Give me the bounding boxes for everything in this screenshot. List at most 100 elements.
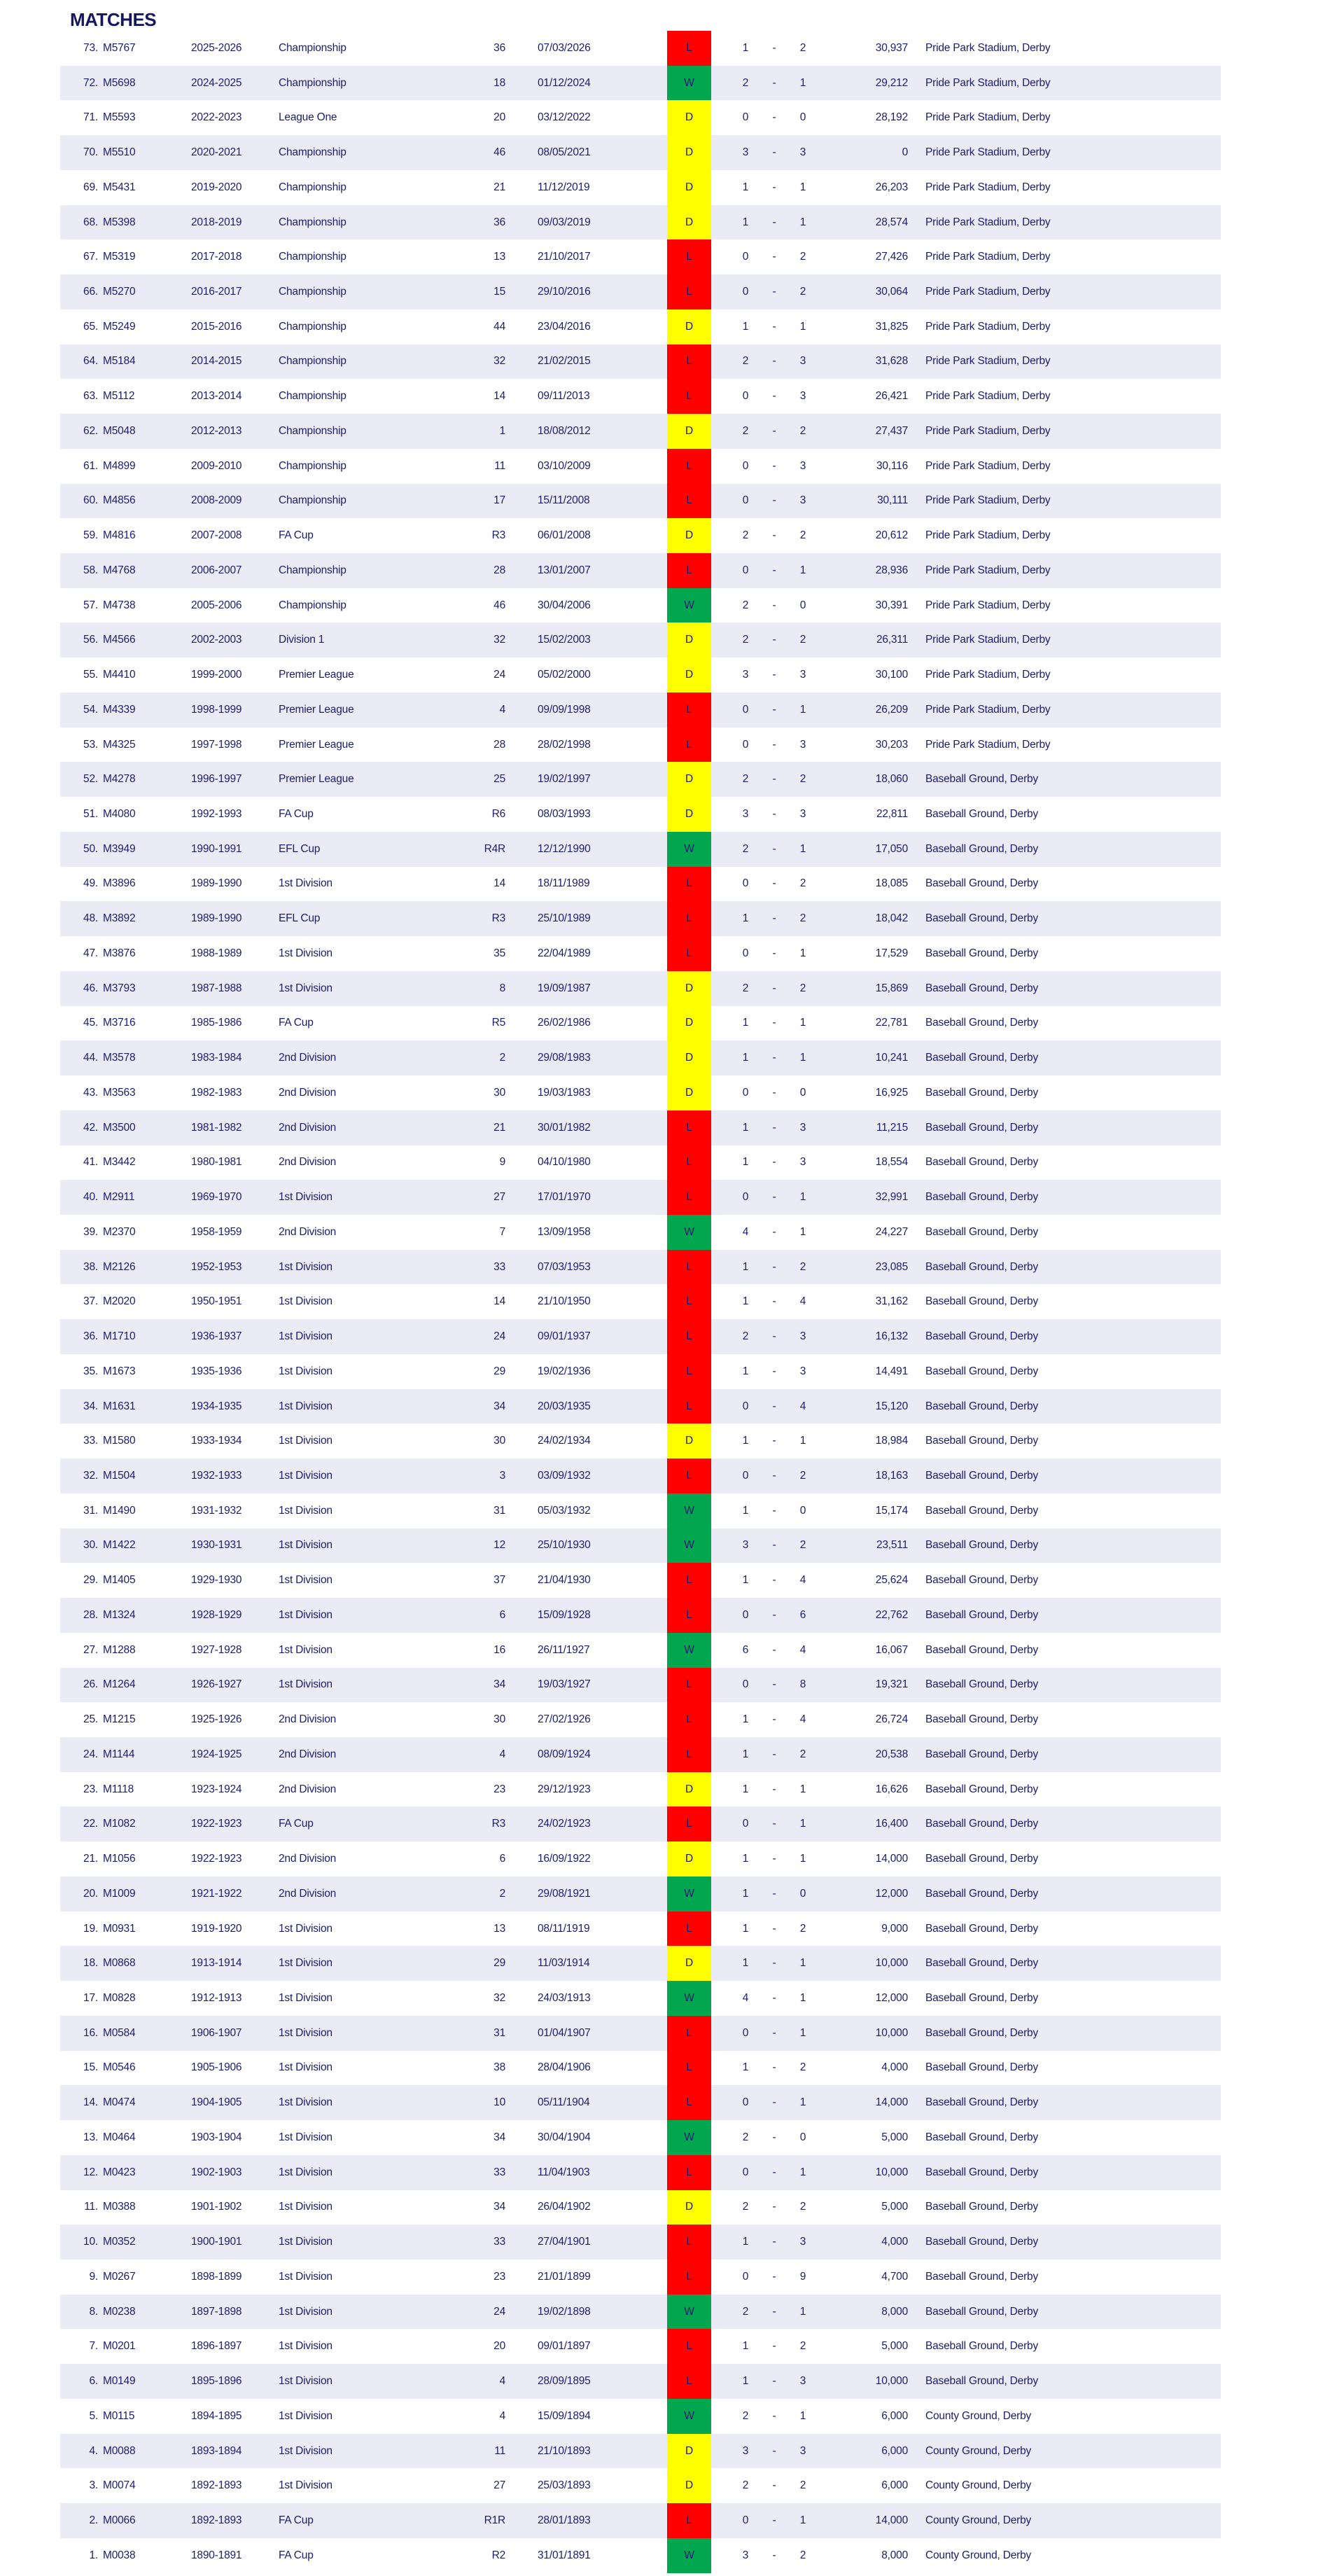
match-date: 06/01/2008 bbox=[538, 529, 591, 542]
match-row[interactable]: 10. M0352 1900-1901 1st Division 33 27/0… bbox=[60, 2225, 1221, 2260]
match-row[interactable]: 55. M4410 1999-2000 Premier League 24 05… bbox=[60, 657, 1221, 692]
match-competition: Championship bbox=[279, 599, 346, 611]
match-result-badge: L bbox=[667, 2225, 711, 2260]
match-row[interactable]: 30. M1422 1930-1931 1st Division 12 25/1… bbox=[60, 1528, 1221, 1564]
match-competition: FA Cup bbox=[279, 529, 314, 542]
match-row[interactable]: 29. M1405 1929-1930 1st Division 37 21/0… bbox=[60, 1563, 1221, 1599]
match-row[interactable]: 16. M0584 1906-1907 1st Division 31 01/0… bbox=[60, 2015, 1221, 2051]
match-row[interactable]: 19. M0931 1919-1920 1st Division 13 08/1… bbox=[60, 1911, 1221, 1947]
match-row[interactable]: 46. M3793 1987-1988 1st Division 8 19/09… bbox=[60, 970, 1221, 1006]
match-row[interactable]: 7. M0201 1896-1897 1st Division 20 09/01… bbox=[60, 2329, 1221, 2365]
match-row[interactable]: 62. M5048 2012-2013 Championship 1 18/08… bbox=[60, 414, 1221, 449]
match-row[interactable]: 64. M5184 2014-2015 Championship 32 21/0… bbox=[60, 344, 1221, 380]
match-date: 20/03/1935 bbox=[538, 1400, 591, 1412]
match-row[interactable]: 25. M1215 1925-1926 2nd Division 30 27/0… bbox=[60, 1702, 1221, 1737]
match-date: 29/08/1921 bbox=[538, 1887, 591, 1900]
match-row[interactable]: 43. M3563 1982-1983 2nd Division 30 19/0… bbox=[60, 1075, 1221, 1111]
match-row[interactable]: 36. M1710 1936-1937 1st Division 24 09/0… bbox=[60, 1319, 1221, 1354]
match-row[interactable]: 45. M3716 1985-1986 FA Cup R5 26/02/1986… bbox=[60, 1005, 1221, 1041]
match-row[interactable]: 37. M2020 1950-1951 1st Division 14 21/1… bbox=[60, 1284, 1221, 1320]
match-row[interactable]: 21. M1056 1922-1923 2nd Division 6 16/09… bbox=[60, 1842, 1221, 1877]
match-row[interactable]: 49. M3896 1989-1990 1st Division 14 18/1… bbox=[60, 866, 1221, 902]
match-row[interactable]: 61. M4899 2009-2010 Championship 11 03/1… bbox=[60, 448, 1221, 484]
match-row[interactable]: 41. M3442 1980-1981 2nd Division 9 04/10… bbox=[60, 1145, 1221, 1181]
match-row[interactable]: 70. M5510 2020-2021 Championship 46 08/0… bbox=[60, 135, 1221, 170]
match-competition: Championship bbox=[279, 390, 346, 403]
match-row[interactable]: 34. M1631 1934-1935 1st Division 34 20/0… bbox=[60, 1388, 1221, 1424]
match-row[interactable]: 27. M1288 1927-1928 1st Division 16 26/1… bbox=[60, 1632, 1221, 1668]
match-season: 1982-1983 bbox=[191, 1086, 242, 1099]
match-id: M1009 bbox=[103, 1887, 136, 1900]
match-row[interactable]: 65. M5249 2015-2016 Championship 44 23/0… bbox=[60, 309, 1221, 344]
match-row[interactable]: 58. M4768 2006-2007 Championship 28 13/0… bbox=[60, 553, 1221, 588]
match-venue: Baseball Ground, Derby bbox=[925, 2131, 1039, 2143]
match-away-score: 1 bbox=[799, 2409, 806, 2422]
match-number: 70. bbox=[83, 146, 98, 159]
match-row[interactable]: 18. M0868 1913-1914 1st Division 29 11/0… bbox=[60, 1946, 1221, 1982]
match-season: 2008-2009 bbox=[191, 494, 242, 507]
match-competition: Championship bbox=[279, 320, 346, 333]
match-row[interactable]: 42. M3500 1981-1982 2nd Division 21 30/0… bbox=[60, 1110, 1221, 1146]
match-row[interactable]: 9. M0267 1898-1899 1st Division 23 21/01… bbox=[60, 2260, 1221, 2295]
match-row[interactable]: 15. M0546 1905-1906 1st Division 38 28/0… bbox=[60, 2050, 1221, 2086]
match-row[interactable]: 24. M1144 1924-1925 2nd Division 4 08/09… bbox=[60, 1736, 1221, 1772]
match-row[interactable]: 12. M0423 1902-1903 1st Division 33 11/0… bbox=[60, 2154, 1221, 2190]
match-season: 2014-2015 bbox=[191, 355, 242, 368]
match-row[interactable]: 5. M0115 1894-1895 1st Division 4 15/09/… bbox=[60, 2398, 1221, 2434]
match-row[interactable]: 72. M5698 2024-2025 Championship 18 01/1… bbox=[60, 65, 1221, 101]
match-result-badge: D bbox=[667, 1842, 711, 1877]
match-competition: 1st Division bbox=[279, 2479, 332, 2492]
match-row[interactable]: 6. M0149 1895-1896 1st Division 4 28/09/… bbox=[60, 2364, 1221, 2399]
match-row[interactable]: 48. M3892 1989-1990 EFL Cup R3 25/10/198… bbox=[60, 901, 1221, 937]
match-row[interactable]: 47. M3876 1988-1989 1st Division 35 22/0… bbox=[60, 936, 1221, 971]
match-row[interactable]: 22. M1082 1922-1923 FA Cup R3 24/02/1923… bbox=[60, 1806, 1221, 1842]
match-row[interactable]: 44. M3578 1983-1984 2nd Division 2 29/08… bbox=[60, 1040, 1221, 1076]
match-row[interactable]: 69. M5431 2019-2020 Championship 21 11/1… bbox=[60, 169, 1221, 205]
match-row[interactable]: 4. M0088 1893-1894 1st Division 11 21/10… bbox=[60, 2433, 1221, 2469]
score-separator: - bbox=[772, 459, 776, 472]
match-competition: 2nd Division bbox=[279, 1887, 337, 1900]
match-id: M4816 bbox=[103, 529, 136, 542]
match-away-score: 3 bbox=[799, 390, 806, 403]
match-row[interactable]: 51. M4080 1992-1993 FA Cup R6 08/03/1993… bbox=[60, 797, 1221, 832]
match-row[interactable]: 53. M4325 1997-1998 Premier League 28 28… bbox=[60, 727, 1221, 763]
match-row[interactable]: 60. M4856 2008-2009 Championship 17 15/1… bbox=[60, 483, 1221, 519]
match-row[interactable]: 2. M0066 1892-1893 FA Cup R1R 28/01/1893… bbox=[60, 2503, 1221, 2538]
match-row[interactable]: 67. M5319 2017-2018 Championship 13 21/1… bbox=[60, 239, 1221, 275]
match-row[interactable]: 52. M4278 1996-1997 Premier League 25 19… bbox=[60, 762, 1221, 798]
match-row[interactable]: 63. M5112 2013-2014 Championship 14 09/1… bbox=[60, 379, 1221, 415]
match-row[interactable]: 26. M1264 1926-1927 1st Division 34 19/0… bbox=[60, 1667, 1221, 1703]
match-row[interactable]: 31. M1490 1931-1932 1st Division 31 05/0… bbox=[60, 1493, 1221, 1529]
match-row[interactable]: 35. M1673 1935-1936 1st Division 29 19/0… bbox=[60, 1353, 1221, 1389]
score-separator: - bbox=[772, 1052, 776, 1064]
match-home-score: 2 bbox=[742, 529, 749, 542]
match-row[interactable]: 11. M0388 1901-1902 1st Division 34 26/0… bbox=[60, 2189, 1221, 2225]
match-row[interactable]: 13. M0464 1903-1904 1st Division 34 30/0… bbox=[60, 2120, 1221, 2155]
match-season: 1893-1894 bbox=[191, 2444, 242, 2457]
match-row[interactable]: 33. M1580 1933-1934 1st Division 30 24/0… bbox=[60, 1423, 1221, 1459]
match-row[interactable]: 20. M1009 1921-1922 2nd Division 2 29/08… bbox=[60, 1876, 1221, 1912]
match-row[interactable]: 14. M0474 1904-1905 1st Division 10 05/1… bbox=[60, 2085, 1221, 2121]
match-row[interactable]: 38. M2126 1952-1953 1st Division 33 07/0… bbox=[60, 1249, 1221, 1285]
match-row[interactable]: 40. M2911 1969-1970 1st Division 27 17/0… bbox=[60, 1180, 1221, 1215]
match-row[interactable]: 71. M5593 2022-2023 League One 20 03/12/… bbox=[60, 100, 1221, 136]
match-row[interactable]: 3. M0074 1892-1893 1st Division 27 25/03… bbox=[60, 2468, 1221, 2504]
match-row[interactable]: 1. M0038 1890-1891 FA Cup R2 31/01/1891 … bbox=[60, 2537, 1221, 2573]
match-venue: County Ground, Derby bbox=[925, 2409, 1032, 2422]
match-row[interactable]: 54. M4339 1998-1999 Premier League 4 09/… bbox=[60, 692, 1221, 727]
match-row[interactable]: 57. M4738 2005-2006 Championship 46 30/0… bbox=[60, 587, 1221, 623]
match-row[interactable]: 28. M1324 1928-1929 1st Division 6 15/09… bbox=[60, 1598, 1221, 1633]
match-row[interactable]: 17. M0828 1912-1913 1st Division 32 24/0… bbox=[60, 1981, 1221, 2016]
match-row[interactable]: 73. M5767 2025-2026 Championship 36 07/0… bbox=[60, 31, 1221, 66]
match-row[interactable]: 50. M3949 1990-1991 EFL Cup R4R 12/12/19… bbox=[60, 831, 1221, 867]
match-row[interactable]: 66. M5270 2016-2017 Championship 15 29/1… bbox=[60, 274, 1221, 309]
match-row[interactable]: 59. M4816 2007-2008 FA Cup R3 06/01/2008… bbox=[60, 518, 1221, 554]
match-date: 03/10/2009 bbox=[538, 459, 591, 472]
match-row[interactable]: 32. M1504 1932-1933 1st Division 3 03/09… bbox=[60, 1458, 1221, 1494]
match-row[interactable]: 56. M4566 2002-2003 Division 1 32 15/02/… bbox=[60, 622, 1221, 658]
match-row[interactable]: 23. M1118 1923-1924 2nd Division 23 29/1… bbox=[60, 1771, 1221, 1807]
match-attendance: 17,529 bbox=[875, 947, 908, 959]
match-row[interactable]: 39. M2370 1958-1959 2nd Division 7 13/09… bbox=[60, 1214, 1221, 1250]
match-row[interactable]: 68. M5398 2018-2019 Championship 36 09/0… bbox=[60, 204, 1221, 240]
match-row[interactable]: 8. M0238 1897-1898 1st Division 24 19/02… bbox=[60, 2294, 1221, 2330]
